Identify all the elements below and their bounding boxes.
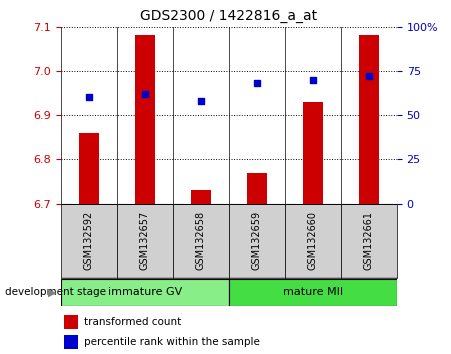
Bar: [359, 35, 379, 204]
Point: [141, 91, 148, 97]
Text: GSM132661: GSM132661: [364, 211, 374, 270]
Title: GDS2300 / 1422816_a_at: GDS2300 / 1422816_a_at: [140, 9, 318, 23]
Text: development stage: development stage: [5, 287, 106, 297]
Point: [253, 80, 261, 86]
Bar: [229, 204, 285, 278]
Point: [85, 95, 92, 100]
Bar: [79, 133, 99, 204]
Bar: [64, 315, 78, 329]
Bar: [303, 102, 322, 204]
Bar: [229, 279, 397, 306]
Text: GSM132592: GSM132592: [84, 211, 94, 270]
Text: mature MII: mature MII: [283, 287, 343, 297]
Bar: [173, 204, 229, 278]
Point: [197, 98, 204, 104]
Bar: [64, 335, 78, 348]
Text: GSM132660: GSM132660: [308, 211, 318, 270]
Point: [309, 77, 317, 82]
Bar: [135, 35, 155, 204]
Bar: [341, 204, 397, 278]
Bar: [61, 279, 229, 306]
Bar: [285, 204, 341, 278]
Text: GSM132657: GSM132657: [140, 211, 150, 270]
Text: GSM132658: GSM132658: [196, 211, 206, 270]
Point: [365, 73, 373, 79]
Bar: [61, 204, 117, 278]
Text: immature GV: immature GV: [108, 287, 182, 297]
Text: percentile rank within the sample: percentile rank within the sample: [84, 337, 260, 347]
Bar: [191, 190, 211, 204]
Bar: [247, 173, 267, 204]
Text: ▶: ▶: [48, 287, 56, 297]
Bar: [117, 204, 173, 278]
Text: GSM132659: GSM132659: [252, 211, 262, 270]
Text: transformed count: transformed count: [84, 318, 182, 327]
